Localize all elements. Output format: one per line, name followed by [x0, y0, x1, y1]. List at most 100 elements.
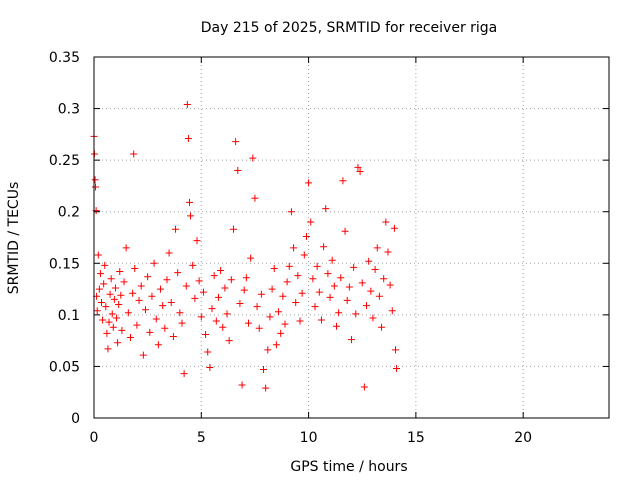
data-point — [343, 296, 351, 304]
data-point — [290, 244, 298, 252]
data-point — [174, 269, 182, 277]
data-point — [114, 339, 122, 347]
y-axis-title: SRMTID / TECUs — [6, 182, 22, 295]
y-tick-label: 0.1 — [58, 308, 80, 324]
data-point — [315, 288, 323, 296]
data-point — [279, 292, 287, 300]
data-point — [268, 285, 276, 293]
data-point — [139, 351, 147, 359]
data-point — [390, 224, 398, 232]
data-point — [326, 293, 334, 301]
data-point — [102, 303, 110, 311]
data-point — [249, 154, 257, 162]
data-point — [129, 289, 137, 297]
data-point — [183, 100, 191, 108]
data-point — [130, 150, 138, 158]
data-point — [104, 345, 112, 353]
data-point — [105, 318, 113, 326]
data-point — [300, 251, 308, 259]
data-point — [240, 286, 248, 294]
data-point — [283, 278, 291, 286]
data-point — [167, 298, 175, 306]
data-point — [189, 261, 197, 269]
data-point — [391, 346, 399, 354]
data-point — [161, 324, 169, 332]
data-point — [165, 249, 173, 257]
data-point — [264, 346, 272, 354]
data-point — [257, 290, 265, 298]
data-point — [144, 273, 152, 281]
data-point — [182, 282, 190, 290]
y-tick-label: 0.15 — [49, 256, 80, 272]
data-point — [365, 257, 373, 265]
data-point — [110, 295, 118, 303]
data-point — [375, 292, 383, 300]
data-point — [373, 244, 381, 252]
data-point — [272, 341, 280, 349]
data-point — [137, 282, 145, 290]
data-point — [292, 298, 300, 306]
data-point — [92, 183, 100, 191]
data-point — [388, 307, 396, 315]
data-point — [118, 326, 126, 334]
data-point — [108, 310, 116, 318]
data-point — [313, 262, 321, 270]
data-point — [187, 212, 195, 220]
data-point — [199, 288, 207, 296]
data-point — [260, 366, 268, 374]
data-point — [350, 263, 358, 271]
data-point — [98, 298, 106, 306]
data-point — [107, 275, 115, 283]
data-point — [152, 315, 160, 323]
data-point — [223, 310, 231, 318]
data-point — [115, 301, 123, 309]
data-point — [113, 314, 121, 322]
data-point — [262, 384, 270, 392]
plot-frame — [93, 56, 610, 419]
data-point — [384, 248, 392, 256]
y-tick-label: 0.35 — [49, 50, 80, 66]
data-point — [210, 272, 218, 280]
data-points — [90, 100, 401, 392]
data-point — [142, 306, 149, 314]
data-point — [225, 337, 233, 345]
data-point — [238, 381, 246, 389]
data-point — [227, 276, 235, 284]
data-point — [330, 282, 338, 290]
data-point — [245, 319, 252, 327]
x-tick-label: 0 — [90, 430, 99, 446]
data-point — [191, 294, 199, 302]
data-point — [219, 323, 227, 331]
data-point — [93, 307, 101, 315]
data-point — [302, 232, 310, 240]
data-point — [133, 321, 141, 329]
data-point — [221, 284, 229, 292]
data-point — [234, 166, 242, 174]
data-point — [124, 309, 132, 317]
data-point — [185, 198, 193, 206]
data-point — [116, 268, 124, 276]
data-point — [100, 280, 108, 288]
data-point — [208, 305, 216, 313]
y-tick-labels: 0 0.05 0.1 0.15 0.2 0.25 0.3 0.35 — [49, 50, 80, 427]
data-point — [367, 287, 375, 295]
data-point — [285, 262, 293, 270]
data-point — [195, 277, 203, 285]
data-point — [332, 322, 340, 330]
data-point — [255, 324, 263, 332]
data-point — [159, 302, 167, 310]
data-point — [305, 179, 313, 187]
data-point — [287, 208, 295, 216]
data-point — [328, 256, 336, 264]
x-tick-label: 20 — [514, 430, 532, 446]
data-point — [214, 293, 222, 301]
data-point — [106, 290, 114, 298]
data-point — [393, 364, 401, 372]
data-point — [236, 300, 244, 308]
data-point — [169, 333, 177, 341]
data-point — [126, 334, 134, 342]
data-point — [120, 278, 128, 286]
data-point — [180, 370, 188, 378]
data-point — [341, 227, 349, 235]
